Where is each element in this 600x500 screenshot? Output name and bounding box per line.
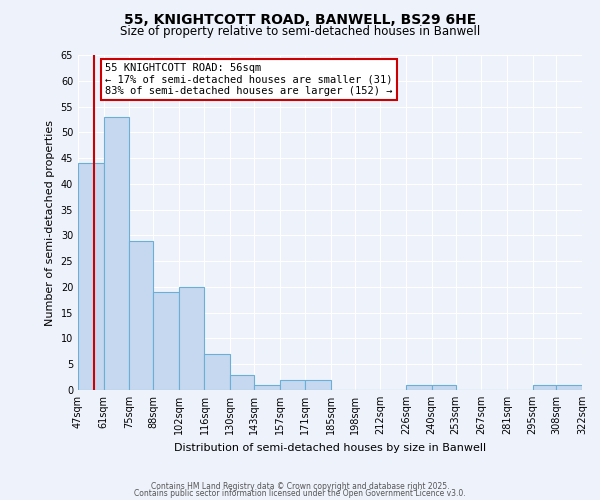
Bar bbox=[205, 354, 230, 390]
Bar bbox=[254, 385, 280, 390]
Bar bbox=[153, 292, 179, 390]
Bar bbox=[533, 385, 556, 390]
Y-axis label: Number of semi-detached properties: Number of semi-detached properties bbox=[45, 120, 55, 326]
Bar bbox=[179, 287, 205, 390]
Text: Contains HM Land Registry data © Crown copyright and database right 2025.: Contains HM Land Registry data © Crown c… bbox=[151, 482, 449, 491]
X-axis label: Distribution of semi-detached houses by size in Banwell: Distribution of semi-detached houses by … bbox=[174, 442, 486, 452]
Bar bbox=[130, 240, 153, 390]
Text: Contains public sector information licensed under the Open Government Licence v3: Contains public sector information licen… bbox=[134, 490, 466, 498]
Bar bbox=[78, 163, 104, 390]
Bar bbox=[432, 385, 455, 390]
Bar bbox=[104, 117, 130, 390]
Bar bbox=[280, 380, 305, 390]
Bar bbox=[230, 374, 254, 390]
Text: 55, KNIGHTCOTT ROAD, BANWELL, BS29 6HE: 55, KNIGHTCOTT ROAD, BANWELL, BS29 6HE bbox=[124, 12, 476, 26]
Text: Size of property relative to semi-detached houses in Banwell: Size of property relative to semi-detach… bbox=[120, 25, 480, 38]
Text: 55 KNIGHTCOTT ROAD: 56sqm
← 17% of semi-detached houses are smaller (31)
83% of : 55 KNIGHTCOTT ROAD: 56sqm ← 17% of semi-… bbox=[106, 62, 393, 96]
Bar bbox=[305, 380, 331, 390]
Bar bbox=[556, 385, 582, 390]
Bar bbox=[406, 385, 432, 390]
